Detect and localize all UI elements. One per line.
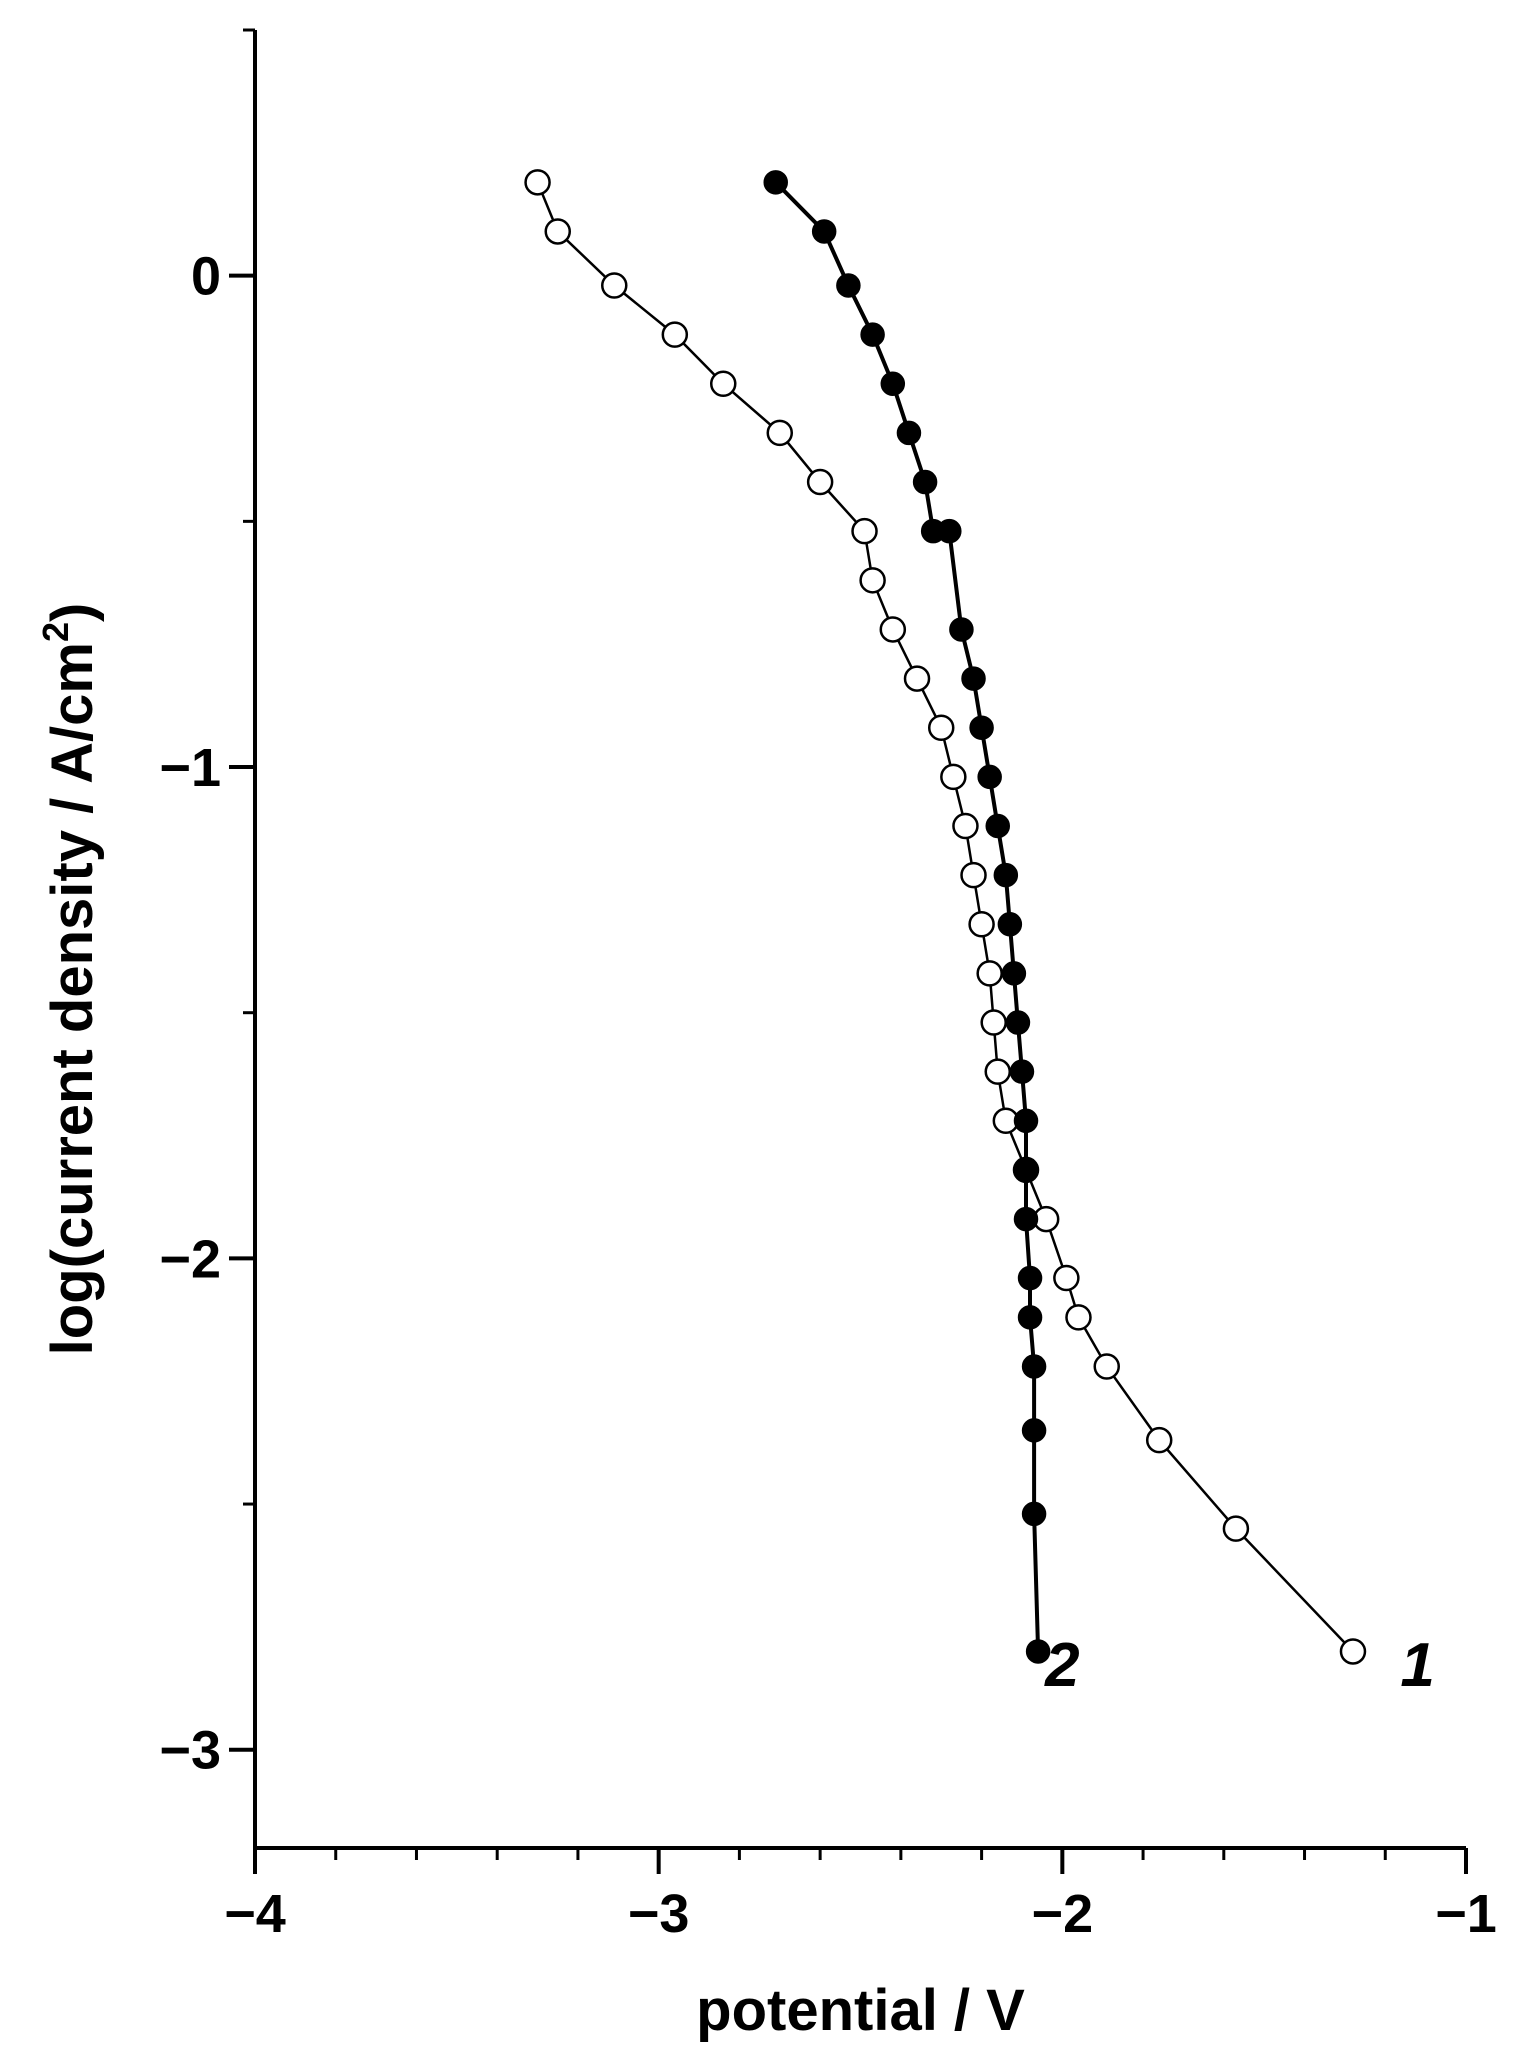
data-point [952, 812, 979, 840]
data-point [903, 665, 931, 692]
data-point [980, 1009, 1007, 1036]
series-line [536, 181, 1354, 1653]
y-tick-label: −3 [159, 1721, 221, 1781]
series-line [774, 180, 1041, 1652]
data-point [969, 715, 994, 740]
data-point [860, 322, 885, 347]
data-point [710, 370, 737, 398]
series-label-1: 1 [1400, 1631, 1434, 1700]
data-point [661, 321, 689, 348]
data-point [524, 169, 551, 196]
data-point [896, 420, 922, 446]
data-point [937, 518, 962, 544]
y-tick-label: −2 [159, 1229, 221, 1289]
data-point [1222, 1515, 1250, 1542]
data-point [985, 813, 1010, 839]
data-point [1021, 1418, 1047, 1443]
y-axis-title-close: ) [40, 603, 105, 622]
series-1 [524, 169, 1367, 1665]
data-point [811, 219, 837, 244]
series-labels: 12 [1044, 1631, 1435, 1700]
data-point [993, 862, 1019, 888]
x-tick-label: −3 [628, 1884, 690, 1944]
series-label-2: 2 [1044, 1631, 1079, 1700]
data-point [601, 272, 628, 299]
x-tick-label: −4 [224, 1884, 286, 1944]
data-point [766, 419, 794, 447]
data-point [1021, 1501, 1047, 1527]
data-point [961, 666, 986, 691]
data-point [544, 218, 571, 245]
data-point [1013, 1157, 1039, 1183]
data-point [1017, 1265, 1043, 1291]
x-axis-title: potential / V [696, 1978, 1025, 2043]
x-tick-label: −1 [1435, 1884, 1497, 1944]
data-point [1093, 1353, 1120, 1380]
axis-ticks [229, 28, 1468, 1874]
y-tick-label: 0 [191, 247, 221, 307]
data-point [976, 960, 1003, 987]
data-point [912, 469, 938, 495]
y-axis-title-superscript: 2 [35, 622, 76, 642]
y-tick-label: −1 [159, 738, 221, 798]
data-point [1013, 1206, 1039, 1232]
data-point [859, 567, 886, 594]
axis-tick-labels: −4 −3 −2 −1 0 −1 −2 −3 [159, 247, 1496, 1944]
data-point [1339, 1638, 1367, 1665]
data-point [1001, 961, 1027, 986]
data-point [851, 517, 878, 545]
x-tick-label: −2 [1032, 1884, 1094, 1944]
data-point [949, 617, 974, 642]
data-point [1065, 1304, 1092, 1331]
data-point [968, 911, 995, 938]
data-point [1009, 1059, 1035, 1084]
data-point [984, 1058, 1011, 1085]
data-point [763, 170, 788, 195]
data-point [1025, 1639, 1051, 1664]
data-point [977, 764, 1002, 790]
data-point [1005, 1010, 1031, 1035]
data-point [960, 861, 987, 889]
data-point [879, 616, 907, 643]
plot-frame [253, 30, 1466, 1850]
data-point [1017, 1305, 1043, 1330]
data-point [880, 371, 906, 397]
y-axis-title: log(current density / A/cm2) [35, 603, 105, 1356]
data-point [1145, 1426, 1173, 1454]
y-axis-title-main: log(current density / A/cm [40, 642, 105, 1355]
data-point [836, 273, 861, 298]
data-point [806, 468, 834, 496]
data-point [940, 763, 967, 791]
data-point [1021, 1354, 1047, 1379]
data-point [1013, 1108, 1039, 1134]
data-point [997, 912, 1023, 937]
data-point [927, 714, 955, 741]
data-point [1053, 1264, 1080, 1292]
series-layer [524, 169, 1367, 1665]
series-2 [763, 170, 1051, 1664]
